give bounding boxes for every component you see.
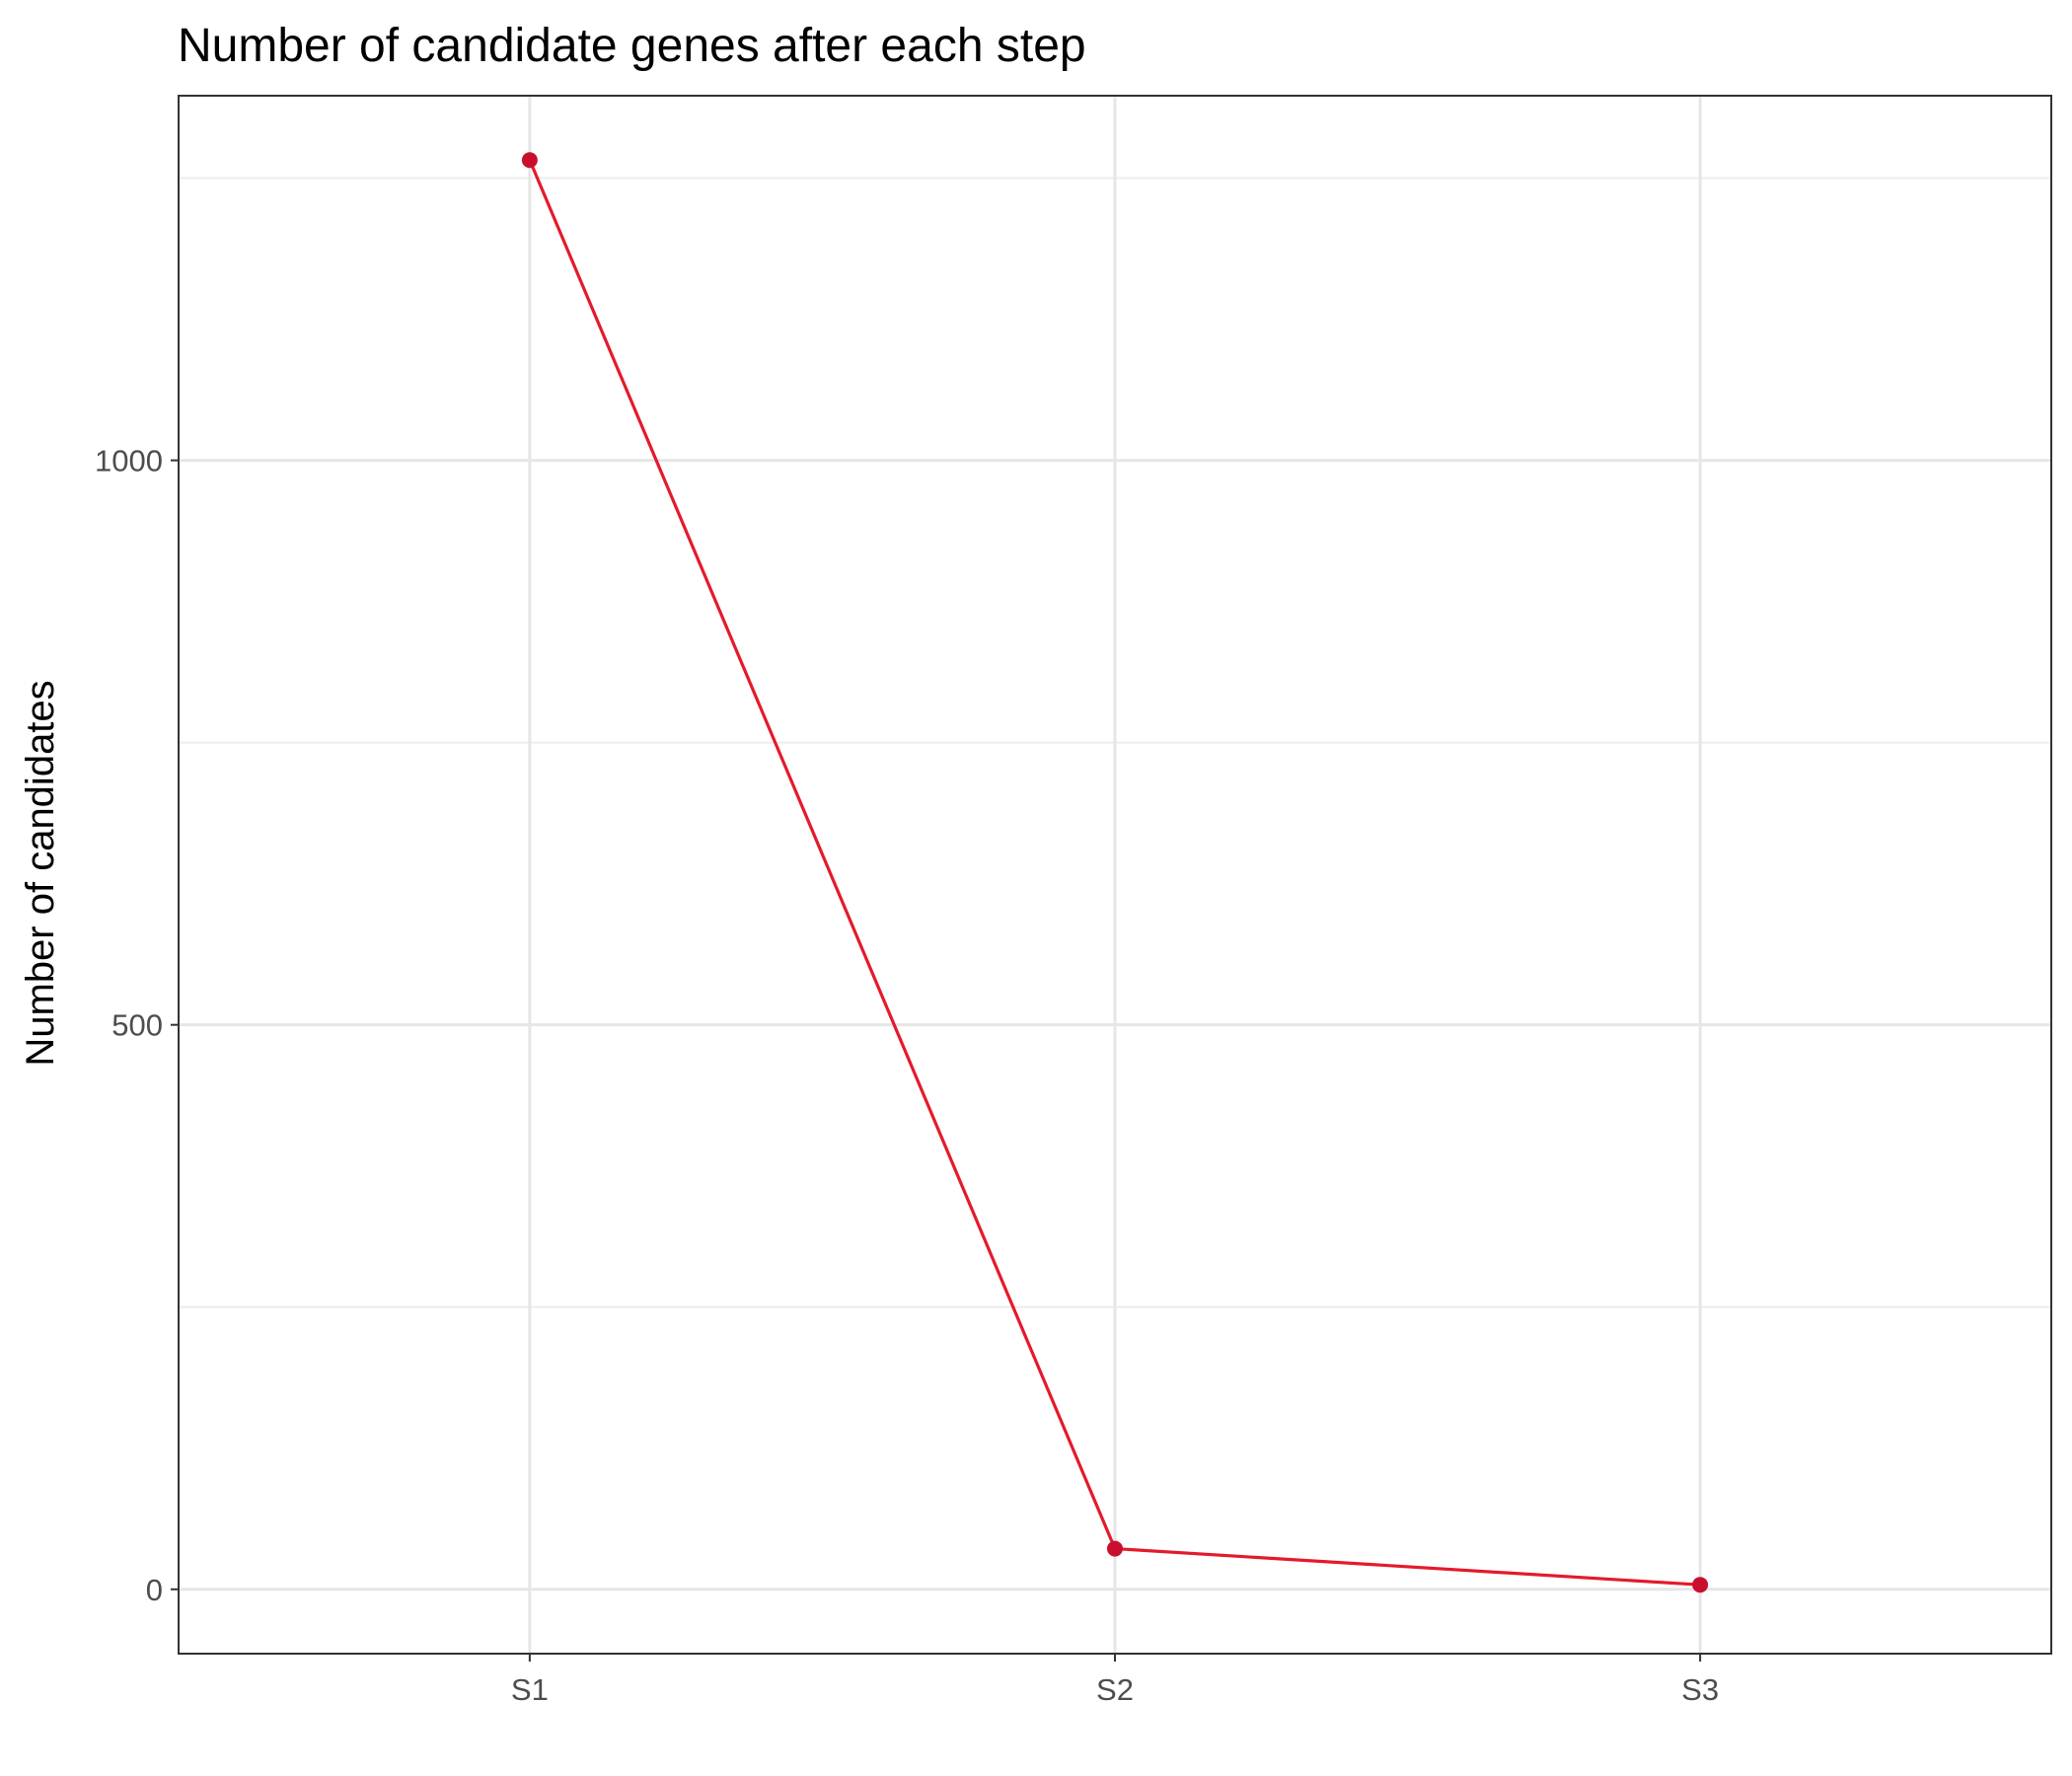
series-group [521,152,1709,1593]
x-tick-label: S2 [1096,1672,1134,1707]
data-point [1107,1540,1123,1557]
x-tick-label: S1 [511,1672,549,1707]
y-axis-label: Number of candidates [19,680,62,1066]
x-tick-label: S3 [1681,1672,1719,1707]
chart-title: Number of candidate genes after each ste… [178,20,1086,72]
data-point [521,152,538,169]
y-tick-label: 0 [146,1573,163,1607]
grid-lines [179,96,2051,1654]
y-tick-label: 500 [111,1008,163,1043]
data-point [1692,1577,1709,1593]
y-tick-label: 1000 [95,444,163,479]
axes: 0 500 1000 S1 S2 S3 [95,444,1719,1707]
